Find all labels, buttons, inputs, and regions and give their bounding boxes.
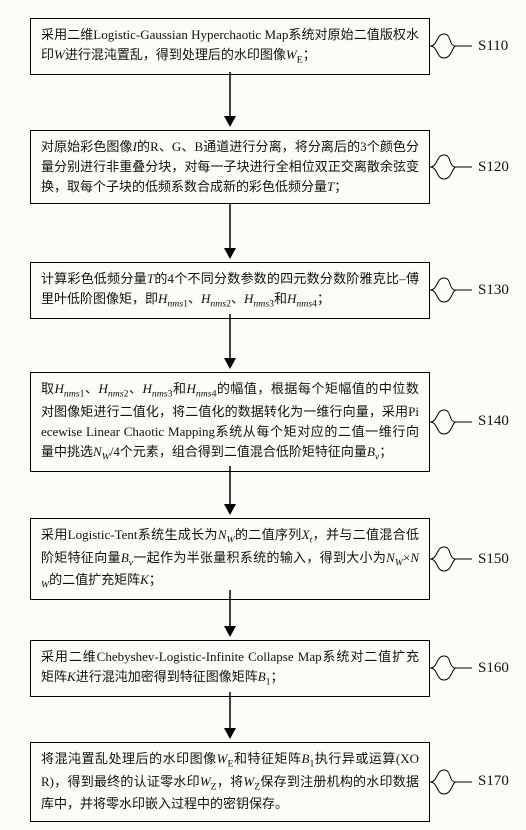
step-label: S140 [478,413,509,430]
step-label: S130 [478,282,509,299]
curly-connector-icon [430,545,475,573]
flow-arrow [221,314,239,369]
flow-node-s130: 计算彩色低频分量T的4个不同分数参数的四元数分数阶雅克比–傅里叶低阶图像矩，即H… [30,262,509,319]
step-label: S150 [478,551,509,568]
curly-connector-icon [430,276,475,304]
step-label: S110 [478,38,508,55]
flow-node-box: 采用二维Chebyshev-Logistic-Infinite Collapse… [30,640,430,697]
flow-node-s140: 取Hnms1、Hnms2、Hnms3和Hnms4的幅值，根据每个矩幅值的中位数对… [30,372,509,472]
curly-connector-icon [430,153,475,181]
flow-node-s110: 采用二维Logistic-Gaussian Hyperchaotic Map系统… [30,18,508,75]
flow-arrow [221,590,239,637]
flow-node-s150: 采用Logistic-Tent系统生成长为NW的二值序列Xt，并与二值混合低阶矩… [30,518,509,600]
flow-arrow [221,204,239,259]
flow-arrow [221,72,239,127]
flow-arrow [221,466,239,515]
step-label: S170 [478,773,509,790]
flow-node-s120: 对原始彩色图像I的R、G、B通道进行分离，将分离后的3个颜色分量分别进行非重叠分… [30,130,509,204]
flow-node-box: 将混沌置乱处理后的水印图像WE和特征矩阵B1执行异或运算(XOR)，得到最终的认… [30,742,430,822]
flow-node-box: 采用二维Logistic-Gaussian Hyperchaotic Map系统… [30,18,430,75]
step-label: S160 [478,660,509,677]
curly-connector-icon [430,768,475,796]
curly-connector-icon [430,32,475,60]
flow-node-box: 采用Logistic-Tent系统生成长为NW的二值序列Xt，并与二值混合低阶矩… [30,518,430,600]
flow-node-s170: 将混沌置乱处理后的水印图像WE和特征矩阵B1执行异或运算(XOR)，得到最终的认… [30,742,509,822]
flow-node-box: 计算彩色低频分量T的4个不同分数参数的四元数分数阶雅克比–傅里叶低阶图像矩，即H… [30,262,430,319]
curly-connector-icon [430,408,475,436]
flow-node-s160: 采用二维Chebyshev-Logistic-Infinite Collapse… [30,640,509,697]
flow-node-box: 对原始彩色图像I的R、G、B通道进行分离，将分离后的3个颜色分量分别进行非重叠分… [30,130,430,204]
curly-connector-icon [430,654,475,682]
flowchart-container: 采用二维Logistic-Gaussian Hyperchaotic Map系统… [0,0,526,830]
flow-node-box: 取Hnms1、Hnms2、Hnms3和Hnms4的幅值，根据每个矩幅值的中位数对… [30,372,430,472]
flow-arrow [221,692,239,739]
step-label: S120 [478,159,509,176]
